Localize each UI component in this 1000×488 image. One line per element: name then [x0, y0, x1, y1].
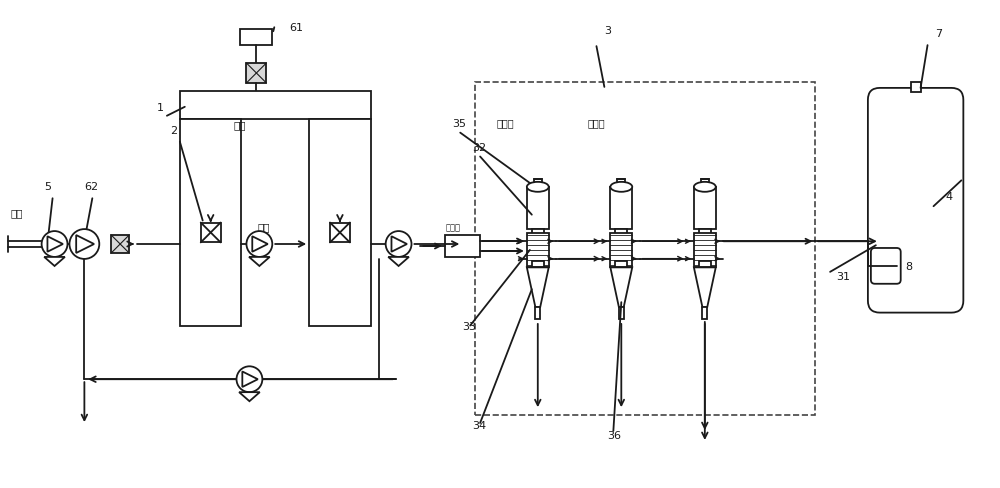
Bar	[911, 82, 921, 92]
Bar	[201, 223, 221, 243]
Bar	[699, 228, 711, 235]
Text: 5: 5	[45, 183, 52, 192]
Text: 35: 35	[452, 119, 466, 129]
Polygon shape	[249, 257, 270, 266]
Bar	[309, 119, 371, 325]
Text: 34: 34	[472, 421, 486, 431]
Bar	[180, 119, 241, 325]
Text: 废水: 废水	[257, 222, 270, 232]
Bar	[445, 235, 480, 257]
Bar	[532, 228, 544, 235]
FancyBboxPatch shape	[871, 248, 901, 284]
Polygon shape	[239, 392, 260, 401]
Polygon shape	[242, 371, 258, 387]
Bar	[475, 82, 815, 415]
Bar	[180, 91, 371, 119]
Bar	[240, 29, 272, 45]
Text: 热蒸汽: 热蒸汽	[587, 119, 605, 129]
Bar	[694, 187, 716, 228]
Bar	[246, 63, 266, 83]
Ellipse shape	[527, 182, 549, 192]
Bar	[617, 179, 625, 187]
Bar	[527, 187, 549, 228]
FancyBboxPatch shape	[868, 88, 963, 313]
Bar	[532, 262, 544, 267]
Circle shape	[246, 231, 272, 257]
Text: 热蒸汽: 热蒸汽	[496, 119, 514, 129]
Bar	[527, 233, 549, 267]
Circle shape	[42, 231, 67, 257]
Circle shape	[69, 229, 99, 259]
Text: 8: 8	[906, 262, 913, 272]
Circle shape	[237, 366, 262, 392]
Text: 废水: 废水	[11, 208, 23, 218]
Text: 氧气: 氧气	[233, 121, 246, 131]
Ellipse shape	[610, 182, 632, 192]
Bar	[619, 307, 624, 319]
Bar	[701, 179, 709, 187]
Polygon shape	[391, 236, 407, 252]
Text: 2: 2	[170, 125, 177, 136]
Bar	[535, 307, 540, 319]
Bar	[615, 262, 627, 267]
Bar	[534, 179, 542, 187]
Bar	[702, 307, 707, 319]
Bar	[610, 187, 632, 228]
Polygon shape	[694, 267, 716, 307]
Bar	[699, 262, 711, 267]
Bar	[615, 228, 627, 235]
Polygon shape	[47, 236, 63, 252]
Text: 热蒸汽: 热蒸汽	[445, 223, 460, 232]
Text: 61: 61	[289, 23, 303, 33]
Polygon shape	[388, 257, 409, 266]
Text: 33: 33	[462, 322, 476, 331]
Text: 3: 3	[604, 26, 611, 36]
Polygon shape	[76, 235, 94, 253]
Bar	[610, 233, 632, 267]
Text: 36: 36	[607, 431, 621, 441]
Bar	[694, 233, 716, 267]
Polygon shape	[527, 267, 549, 307]
Ellipse shape	[694, 182, 716, 192]
Polygon shape	[252, 236, 268, 252]
Bar	[330, 223, 350, 243]
Polygon shape	[610, 267, 632, 307]
Text: 62: 62	[84, 183, 99, 192]
Polygon shape	[44, 257, 65, 266]
Text: 32: 32	[472, 142, 486, 153]
Text: 1: 1	[157, 103, 164, 113]
Circle shape	[386, 231, 412, 257]
Text: 7: 7	[936, 29, 943, 39]
Text: 4: 4	[945, 192, 953, 202]
Text: 31: 31	[836, 272, 850, 282]
Bar	[111, 235, 129, 253]
